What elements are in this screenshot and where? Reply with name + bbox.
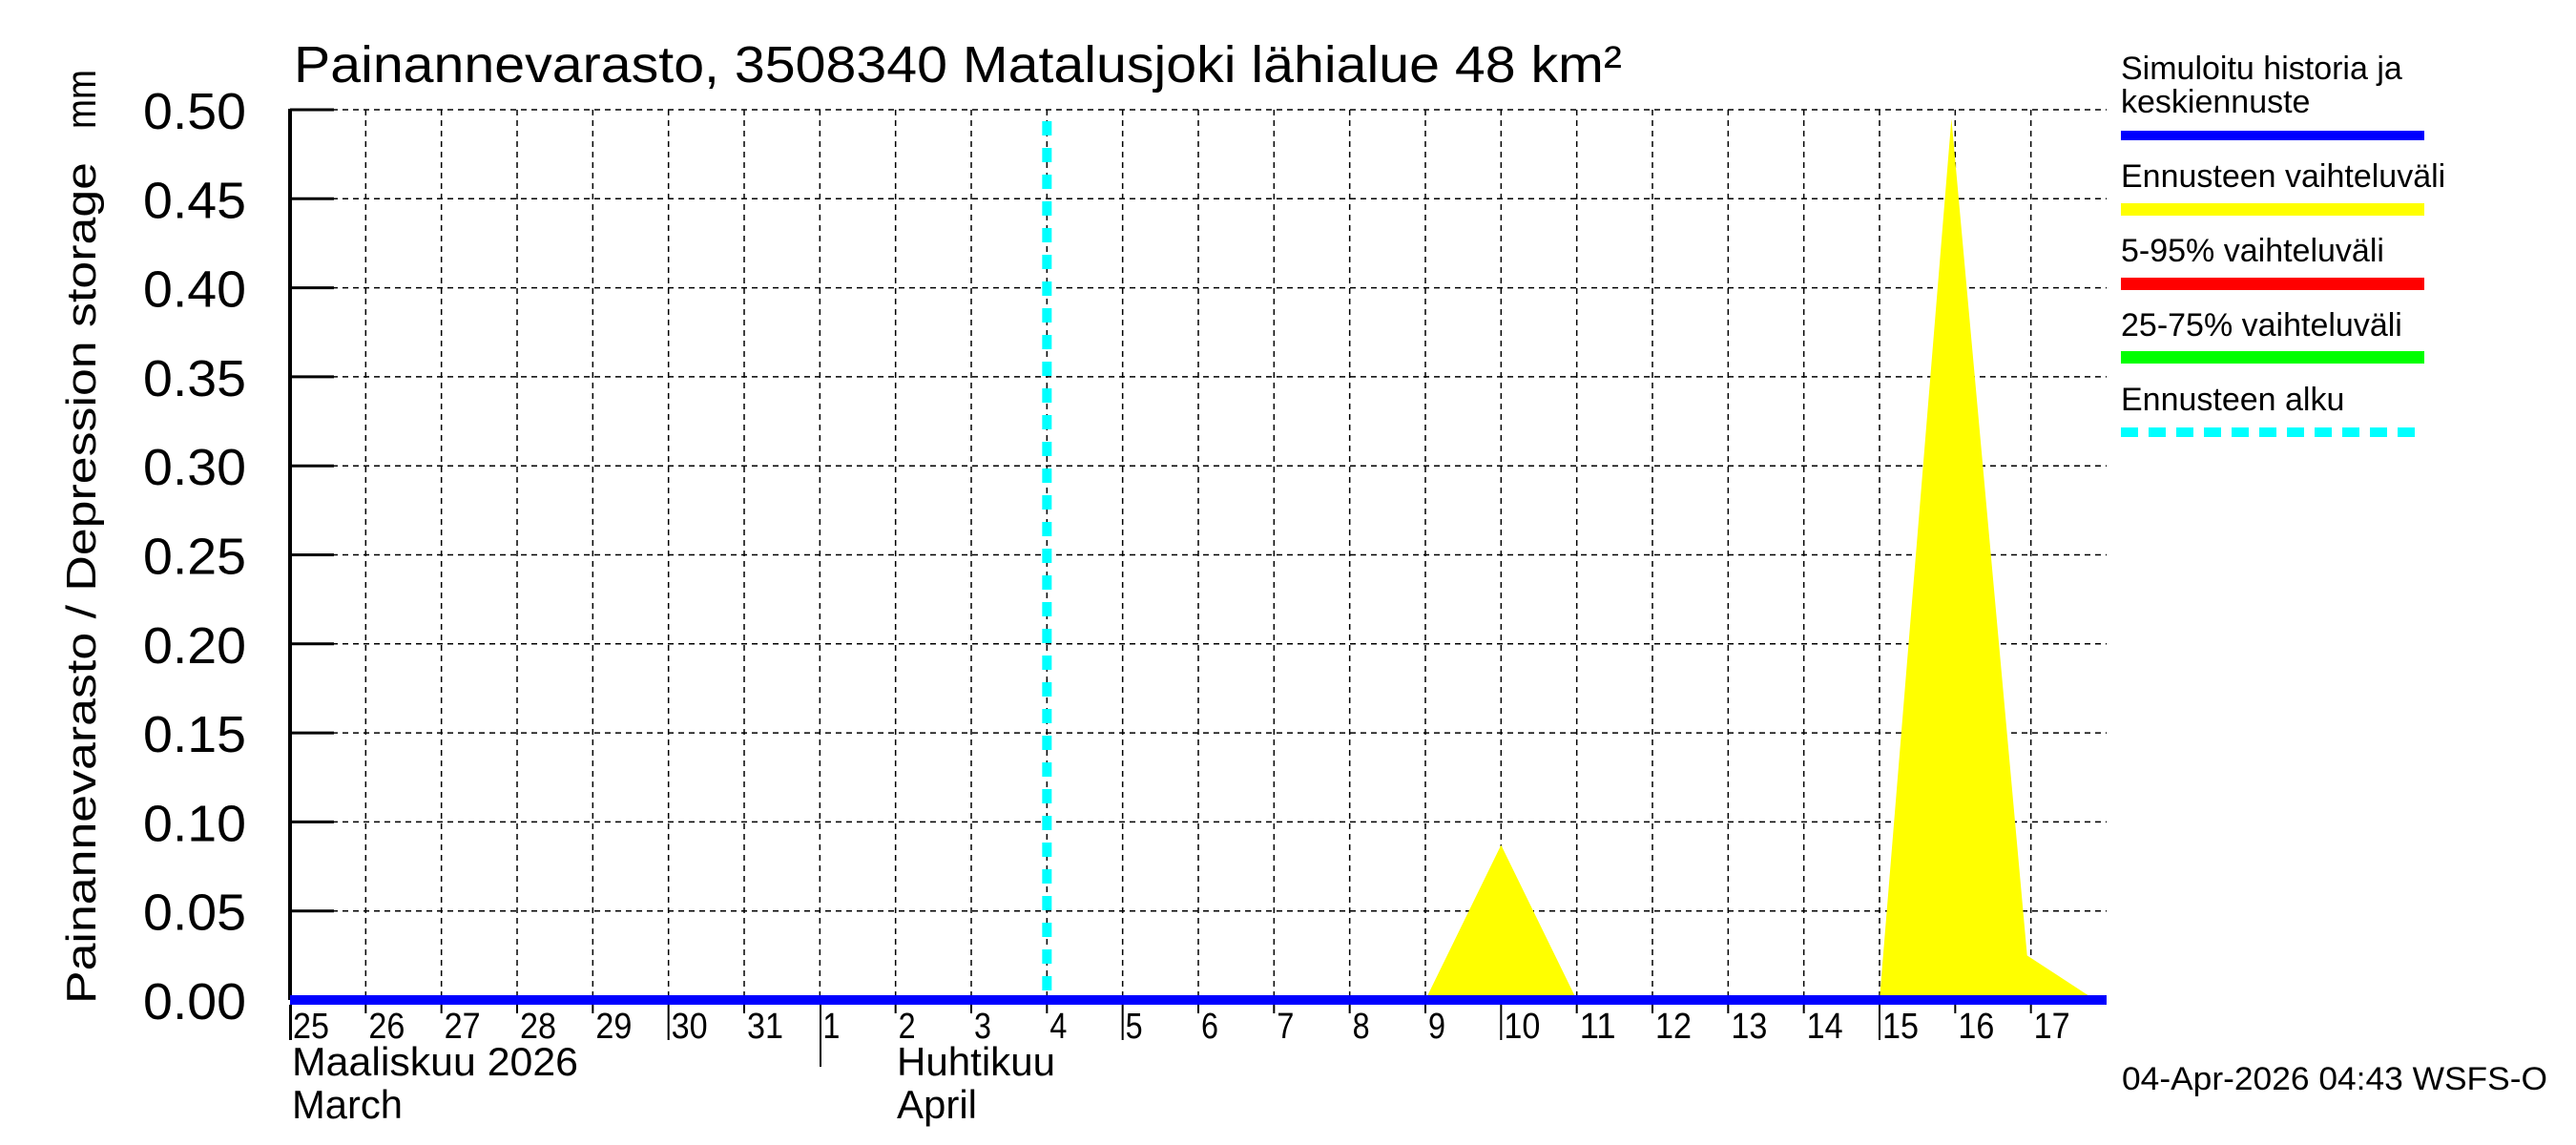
y-axis-ticks: 0.00 0.05 0.10 0.15 0.20 0.25 0.30 0.35 0.40 0.45… xyxy=(143,83,334,1030)
x-tick-label: 28 xyxy=(520,1007,556,1047)
x-tick-label: 5 xyxy=(1126,1007,1143,1047)
x-tick-label: 9 xyxy=(1428,1007,1445,1047)
y-tick-label: 0.30 xyxy=(143,439,246,496)
x-tick-label: 8 xyxy=(1353,1007,1370,1047)
x-tick-label: 15 xyxy=(1882,1007,1919,1047)
y-axis-label: Painannevarasto / Depression storage mm xyxy=(58,70,105,1004)
legend-label: Ennusteen alku xyxy=(2121,382,2344,418)
month-label-fi-april: Huhtikuu xyxy=(897,1039,1055,1084)
y-tick-label: 0.45 xyxy=(143,172,246,229)
x-tick-label: 27 xyxy=(445,1007,481,1047)
x-tick-label: 6 xyxy=(1201,1007,1218,1047)
y-tick-label: 0.05 xyxy=(143,885,246,942)
x-tick-label: 1 xyxy=(822,1007,840,1047)
x-tick-label: 10 xyxy=(1504,1007,1540,1047)
legend-swatch-yellow xyxy=(2121,203,2424,216)
x-tick-label: 13 xyxy=(1731,1007,1767,1047)
data-lines xyxy=(290,121,2107,1005)
grid-lines xyxy=(290,109,2107,1000)
y-tick-label: 0.40 xyxy=(143,261,246,319)
legend-label: 5-95% vaihteluväli xyxy=(2121,233,2384,269)
legend-item-25-75: 25-75% vaihteluväli xyxy=(2121,307,2424,364)
month-label-en-march: March xyxy=(292,1082,403,1127)
legend-item-forecast-range: Ennusteen vaihteluväli xyxy=(2121,158,2445,216)
timestamp: 04-Apr-2026 04:43 WSFS-O xyxy=(2122,1061,2547,1097)
legend-swatch-green xyxy=(2121,351,2424,364)
y-tick-label: 0.00 xyxy=(143,973,246,1030)
legend-swatch-red xyxy=(2121,278,2424,290)
month-label-en-april: April xyxy=(897,1082,977,1127)
x-tick-label: 17 xyxy=(2034,1007,2070,1047)
forecast-range-area xyxy=(1880,118,2096,1000)
x-tick-label: 12 xyxy=(1655,1007,1692,1047)
x-tick-label: 30 xyxy=(672,1007,708,1047)
forecast-range-band xyxy=(1425,118,2096,1000)
y-axis-unit: mm xyxy=(58,70,105,129)
x-tick-label: 11 xyxy=(1580,1007,1616,1047)
legend-swatch-blue xyxy=(2121,131,2424,140)
y-tick-label: 0.10 xyxy=(143,795,246,852)
legend: Simuloitu historia ja keskiennuste Ennus… xyxy=(2121,51,2445,437)
y-tick-label: 0.20 xyxy=(143,617,246,675)
y-tick-label: 0.25 xyxy=(143,529,246,586)
x-tick-label: 14 xyxy=(1807,1007,1843,1047)
forecast-range-area xyxy=(1425,844,1577,1000)
y-tick-label: 0.50 xyxy=(143,83,246,140)
y-tick-label: 0.35 xyxy=(143,350,246,407)
legend-item-forecast-start: Ennusteen alku xyxy=(2121,382,2424,437)
x-tick-label: 7 xyxy=(1277,1007,1294,1047)
x-tick-label: 25 xyxy=(293,1007,329,1047)
legend-item-5-95: 5-95% vaihteluväli xyxy=(2121,233,2424,290)
x-tick-label: 3 xyxy=(974,1007,991,1047)
x-tick-label: 29 xyxy=(595,1007,632,1047)
x-axis-ticks: 25 26 27 28 29 30 31 1 2 3 4 5 6 7 8 9 10 11 12 13 14 15 16 17 xyxy=(289,1005,2070,1047)
legend-label: keskiennuste xyxy=(2121,84,2310,120)
chart-title: Painannevarasto, 3508340 Matalusjoki läh… xyxy=(294,36,1622,94)
x-tick-label: 4 xyxy=(1049,1007,1067,1047)
x-tick-label: 26 xyxy=(368,1007,405,1047)
y-tick-label: 0.15 xyxy=(143,706,246,763)
x-tick-label: 31 xyxy=(747,1007,783,1047)
y-axis-title: Painannevarasto / Depression storage xyxy=(58,162,105,1004)
x-tick-label: 16 xyxy=(1958,1007,1994,1047)
x-tick-label: 2 xyxy=(899,1007,916,1047)
legend-label: 25-75% vaihteluväli xyxy=(2121,307,2402,344)
legend-item-simulated: Simuloitu historia ja keskiennuste xyxy=(2121,51,2424,140)
legend-label: Ennusteen vaihteluväli xyxy=(2121,158,2445,195)
month-label-fi-march: Maaliskuu 2026 xyxy=(292,1039,578,1084)
legend-label: Simuloitu historia ja xyxy=(2121,51,2402,87)
x-axis-months: Maaliskuu 2026 March Huhtikuu April xyxy=(292,1005,1055,1127)
